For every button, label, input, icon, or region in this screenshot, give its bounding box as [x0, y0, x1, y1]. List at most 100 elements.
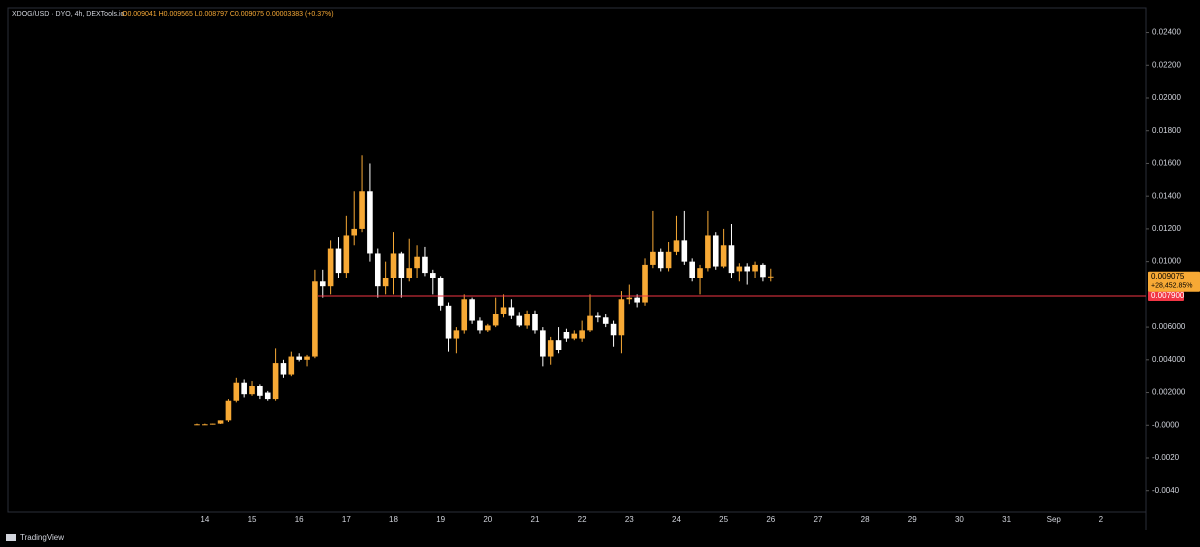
candle-body	[618, 299, 625, 336]
y-tick-label: 0.01600	[1152, 159, 1181, 168]
x-tick-label: 26	[766, 515, 775, 524]
candle-body	[257, 386, 263, 396]
last-price-label: 0.009075	[1151, 272, 1185, 281]
candle-body	[760, 264, 766, 278]
x-tick-label: 14	[200, 515, 209, 524]
candle-body	[587, 315, 593, 331]
x-tick-label: 31	[1002, 515, 1011, 524]
candle-body	[233, 382, 240, 401]
x-tick-label: 24	[672, 515, 681, 524]
candle-body	[264, 392, 271, 400]
candle-body	[650, 251, 656, 265]
y-tick-label: 0.01200	[1152, 224, 1181, 233]
candle-body	[744, 266, 750, 272]
candle-body	[304, 356, 310, 360]
brand-logo	[6, 534, 16, 541]
y-tick-label: 0.004000	[1152, 355, 1186, 364]
candle-body	[225, 400, 232, 421]
candle-body	[477, 320, 483, 331]
candle-body	[335, 248, 342, 274]
y-tick-label: -0.0020	[1152, 453, 1180, 462]
candle-body	[752, 264, 758, 272]
x-tick-label: 15	[248, 515, 257, 524]
y-tick-label: -0.0000	[1152, 420, 1180, 429]
candle-body	[217, 420, 224, 424]
x-tick-label: 23	[625, 515, 634, 524]
candle-body	[469, 299, 475, 321]
candle-body	[390, 253, 397, 278]
candle-body	[209, 423, 216, 425]
candle-body	[359, 191, 365, 229]
y-tick-label: 0.01400	[1152, 191, 1181, 200]
candle-body	[673, 240, 680, 252]
candle-body	[767, 276, 774, 278]
y-tick-label: 0.002000	[1152, 388, 1186, 397]
candle-body	[327, 248, 334, 287]
candle-body	[288, 356, 295, 375]
candle-body	[453, 330, 460, 339]
x-tick-label: 18	[389, 515, 398, 524]
candle-body	[437, 278, 444, 306]
candle-body	[579, 330, 585, 339]
candle-body	[563, 332, 570, 339]
candle-body	[532, 314, 538, 331]
brand: TradingView	[20, 533, 64, 542]
candle-body	[697, 268, 703, 278]
y-tick-label: 0.006000	[1152, 322, 1186, 331]
candle-body	[642, 264, 648, 303]
candle-body	[705, 235, 711, 269]
hline-label: 0.007900	[1151, 291, 1185, 300]
candle-body	[508, 307, 515, 316]
last-price-bg	[1148, 271, 1200, 292]
candle-body	[681, 240, 688, 262]
candle-body	[736, 266, 743, 272]
y-tick-label: -0.0040	[1152, 486, 1180, 495]
y-tick-label: 0.02200	[1152, 60, 1181, 69]
candle-body	[351, 228, 357, 236]
candle-body	[343, 235, 350, 274]
hline-label-bg	[1148, 291, 1184, 301]
candle-body	[374, 253, 381, 287]
candle-body	[280, 363, 287, 375]
candle-body	[312, 281, 318, 357]
candle-body	[367, 191, 373, 254]
x-tick-label: 16	[295, 515, 304, 524]
candle-body	[634, 297, 640, 303]
candle-body	[595, 315, 601, 318]
x-tick-label: 30	[955, 515, 964, 524]
ohlc-summary: O0.009041 H0.009565 L0.008797 C0.009075 …	[122, 11, 334, 18]
x-tick-label: 25	[719, 515, 728, 524]
candle-body	[398, 253, 405, 278]
candle-body	[445, 305, 452, 339]
candle-body	[296, 356, 302, 360]
candle-body	[194, 424, 200, 426]
candle-body	[249, 386, 255, 395]
candle-body	[712, 235, 719, 267]
candle-body	[728, 245, 735, 274]
y-tick-label: 0.01800	[1152, 126, 1181, 135]
candle-body	[524, 314, 530, 326]
candle-body	[610, 323, 617, 336]
candle-body	[665, 251, 672, 269]
candle-body	[720, 245, 727, 267]
candle-body	[406, 268, 413, 278]
x-tick-label: 19	[436, 515, 445, 524]
candle-body	[571, 333, 578, 339]
candle-body	[516, 315, 523, 326]
y-tick-label: 0.02400	[1152, 28, 1181, 37]
candle-body	[461, 299, 468, 331]
candle-body	[657, 251, 664, 269]
x-tick-label: 29	[908, 515, 917, 524]
candle-body	[555, 340, 562, 350]
x-tick-label: 21	[531, 515, 540, 524]
candle-body	[492, 314, 499, 326]
y-tick-label: 0.02000	[1152, 93, 1181, 102]
y-tick-label: 0.01000	[1152, 257, 1181, 266]
candle-body	[430, 273, 436, 278]
x-tick-label: Sep	[1047, 515, 1062, 524]
candle-body	[602, 317, 609, 324]
candle-body	[547, 340, 554, 357]
change-label: +28,452.85%	[1151, 283, 1192, 290]
